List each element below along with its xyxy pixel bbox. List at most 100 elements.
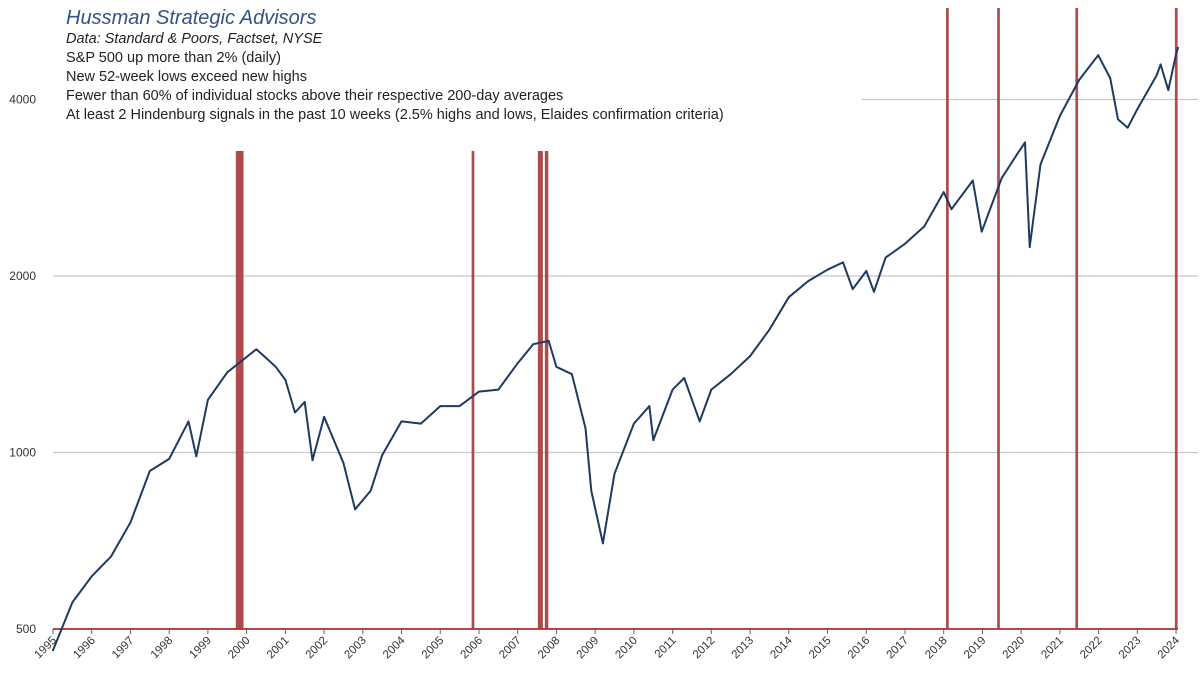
x-tick-label-1998: 1998 [149, 635, 176, 662]
data-point-39 [613, 472, 616, 475]
signal-band-5 [946, 8, 949, 629]
x-tick-label-2006: 2006 [459, 635, 486, 662]
x-tick-label-2021: 2021 [1039, 635, 1066, 662]
data-point-35 [571, 373, 573, 376]
x-tick-label-2014: 2014 [768, 634, 795, 661]
x-tick-label-1996: 1996 [71, 635, 98, 662]
data-point-67 [1028, 246, 1031, 249]
data-point-56 [873, 290, 875, 293]
data-point-42 [652, 439, 655, 441]
x-tick-label-2010: 2010 [613, 635, 640, 662]
data-point-54 [851, 288, 854, 290]
data-point-70 [1078, 79, 1081, 81]
data-point-50 [787, 296, 790, 299]
data-point-76 [1155, 74, 1158, 77]
x-tick-label-2004: 2004 [381, 634, 408, 661]
data-point-31 [516, 362, 519, 365]
x-tick-label-2016: 2016 [846, 635, 873, 662]
x-tick-label-1997: 1997 [110, 635, 137, 662]
x-tick-label-2009: 2009 [575, 635, 602, 662]
data-point-65 [1016, 153, 1019, 155]
data-point-37 [590, 490, 593, 492]
data-point-23 [369, 490, 372, 492]
data-point-15 [274, 365, 277, 368]
data-point-19 [311, 459, 314, 462]
data-point-11 [226, 371, 229, 374]
x-tick-label-2020: 2020 [1001, 635, 1028, 662]
data-point-5 [129, 521, 132, 524]
data-point-25 [400, 420, 403, 423]
data-point-46 [710, 388, 713, 391]
data-point-45 [698, 420, 701, 423]
data-point-28 [458, 405, 461, 407]
x-tick-label-2022: 2022 [1078, 635, 1105, 662]
data-point-44 [683, 377, 686, 379]
data-point-13 [255, 348, 258, 351]
data-point-29 [478, 390, 480, 393]
data-point-21 [342, 462, 345, 464]
data-point-68 [1039, 163, 1042, 166]
data-point-62 [971, 179, 974, 182]
y-tick-label-500: 500 [16, 622, 36, 636]
x-tick-label-2002: 2002 [304, 635, 331, 662]
data-point-36 [584, 427, 587, 430]
signal-bands [235, 8, 1178, 629]
x-tick-label-2018: 2018 [923, 635, 950, 662]
data-point-61 [950, 208, 953, 211]
data-point-12 [245, 356, 248, 358]
data-point-43 [671, 388, 674, 391]
criterion-1: S&P 500 up more than 2% (daily) [66, 50, 281, 66]
data-point-3 [90, 575, 93, 578]
data-point-20 [323, 416, 325, 418]
signal-band-6 [997, 8, 1000, 629]
x-tick-label-2008: 2008 [536, 635, 563, 662]
data-point-49 [768, 328, 771, 331]
chart-subtitle: Data: Standard & Poors, Factset, NYSE [66, 31, 323, 47]
data-point-7 [168, 458, 171, 460]
data-point-33 [547, 340, 550, 342]
x-tick-label-2012: 2012 [691, 635, 718, 662]
y-tick-label-4000: 4000 [9, 93, 36, 107]
data-point-75 [1136, 108, 1139, 111]
y-tick-label-1000: 1000 [9, 446, 36, 460]
data-point-59 [923, 225, 926, 228]
data-point-73 [1117, 118, 1119, 121]
data-point-80 [1177, 46, 1179, 49]
legend-block: Hussman Strategic Advisors Data: Standar… [66, 6, 724, 125]
data-point-64 [1000, 177, 1003, 179]
data-point-16 [284, 379, 287, 381]
data-point-24 [381, 454, 384, 456]
signal-band-1 [235, 151, 244, 629]
data-point-58 [904, 242, 906, 245]
signal-band-3 [537, 151, 543, 629]
data-point-17 [294, 411, 296, 414]
data-point-71 [1097, 54, 1100, 57]
criterion-4: At least 2 Hindenburg signals in the pas… [66, 107, 724, 123]
data-point-4 [110, 555, 112, 558]
data-point-40 [633, 422, 635, 425]
data-point-10 [207, 398, 209, 401]
data-point-52 [826, 268, 829, 271]
data-point-6 [148, 470, 151, 472]
data-point-47 [729, 373, 732, 376]
data-point-38 [602, 542, 604, 545]
x-tick-label-2007: 2007 [497, 635, 524, 662]
data-point-55 [865, 270, 868, 272]
data-point-63 [980, 230, 983, 233]
sp500-series [52, 46, 1179, 652]
y-axis: 500 1000 2000 4000 [9, 93, 36, 637]
x-tick-label-2005: 2005 [420, 635, 447, 662]
x-tick-label-2015: 2015 [807, 635, 834, 662]
data-point-57 [884, 256, 887, 259]
data-point-1 [52, 649, 54, 652]
chart-title: Hussman Strategic Advisors [66, 7, 317, 29]
data-point-27 [439, 405, 442, 407]
x-tick-label-2013: 2013 [730, 635, 757, 662]
data-point-74 [1126, 126, 1129, 129]
x-tick-label-2024: 2024 [1156, 634, 1183, 661]
x-tick-label-2000: 2000 [226, 635, 253, 662]
criterion-3: Fewer than 60% of individual stocks abov… [66, 88, 564, 104]
data-point-79 [1175, 53, 1177, 55]
data-point-72 [1109, 77, 1112, 79]
data-point-32 [532, 343, 535, 346]
